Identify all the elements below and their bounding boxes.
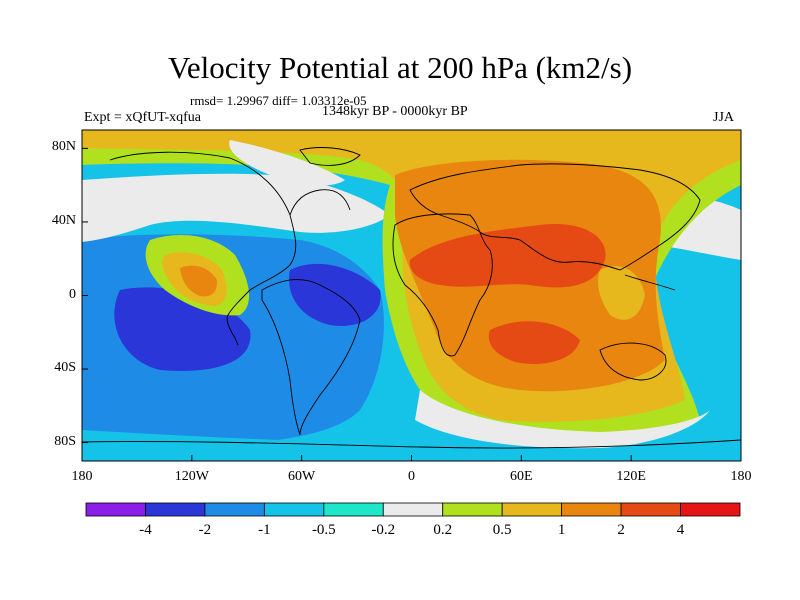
x-axis-ticks	[81, 455, 742, 461]
colorbar-swatch	[85, 502, 146, 517]
colorbar-label: -4	[139, 522, 152, 538]
colorbar-swatch	[204, 502, 265, 517]
y-tick-label: 80S	[54, 433, 76, 449]
colorbar-swatch	[263, 502, 325, 517]
colorbar-swatch	[382, 502, 444, 517]
x-tick-label: 180	[730, 469, 752, 484]
y-tick-label: 0	[69, 286, 76, 302]
x-tick-label: 180	[71, 469, 93, 484]
x-tick-label: 60E	[510, 469, 533, 484]
experiment-label: Expt = xQfUT-xqfua	[84, 110, 202, 125]
y-tick-label: 80N	[51, 139, 76, 155]
season-label: JJA	[713, 110, 735, 125]
colorbar-label: -0.2	[371, 522, 396, 538]
stats-text: rmsd= 1.29967 diff= 1.03312e-05	[190, 93, 367, 108]
colorbar-label: -1	[258, 522, 271, 538]
plot-title: Velocity Potential at 200 hPa (km2/s)	[167, 50, 633, 85]
x-tick-label: 60W	[288, 469, 316, 484]
y-axis-ticks	[82, 147, 88, 444]
y-tick-label: 40S	[54, 360, 76, 376]
colorbar-swatch	[442, 502, 503, 517]
colorbar-swatch	[323, 502, 384, 517]
colorbar-label: 0.2	[433, 522, 453, 538]
colorbar-label: -2	[198, 522, 212, 538]
colorbar	[85, 502, 741, 517]
coastlines	[82, 147, 741, 449]
colorbar-swatch	[680, 502, 741, 517]
colorbar-label: 0.5	[492, 522, 512, 538]
x-tick-label: 120E	[616, 469, 646, 484]
colorbar-swatch	[145, 502, 206, 517]
colorbar-label: 4	[676, 522, 685, 538]
colorbar-swatch	[561, 502, 622, 517]
colorbar-label: -0.5	[311, 522, 336, 538]
colorbar-label: 2	[617, 522, 625, 538]
contour-field	[82, 130, 741, 461]
period-label: 1348kyr BP - 0000kyr BP	[322, 104, 468, 119]
y-tick-label: 40N	[51, 212, 76, 228]
colorbar-swatch	[620, 502, 681, 517]
colorbar-swatch	[501, 502, 563, 517]
colorbar-label: 1	[557, 522, 566, 538]
x-tick-label: 0	[408, 469, 415, 484]
x-tick-label: 120W	[174, 469, 209, 484]
